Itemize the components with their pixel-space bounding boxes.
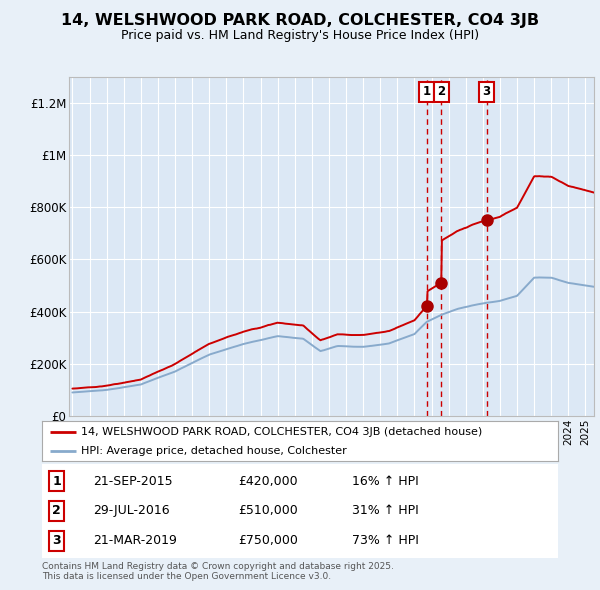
Text: 14, WELSHWOOD PARK ROAD, COLCHESTER, CO4 3JB: 14, WELSHWOOD PARK ROAD, COLCHESTER, CO4… [61, 13, 539, 28]
Text: 3: 3 [52, 535, 61, 548]
Text: £420,000: £420,000 [238, 474, 298, 487]
Text: 14, WELSHWOOD PARK ROAD, COLCHESTER, CO4 3JB (detached house): 14, WELSHWOOD PARK ROAD, COLCHESTER, CO4… [80, 427, 482, 437]
Text: 21-SEP-2015: 21-SEP-2015 [94, 474, 173, 487]
Text: 3: 3 [482, 86, 491, 99]
Text: £750,000: £750,000 [238, 535, 298, 548]
Text: Price paid vs. HM Land Registry's House Price Index (HPI): Price paid vs. HM Land Registry's House … [121, 30, 479, 42]
Text: 16% ↑ HPI: 16% ↑ HPI [352, 474, 418, 487]
Text: 2: 2 [52, 504, 61, 517]
Text: 73% ↑ HPI: 73% ↑ HPI [352, 535, 418, 548]
Text: HPI: Average price, detached house, Colchester: HPI: Average price, detached house, Colc… [80, 445, 346, 455]
Text: Contains HM Land Registry data © Crown copyright and database right 2025.
This d: Contains HM Land Registry data © Crown c… [42, 562, 394, 581]
Text: 29-JUL-2016: 29-JUL-2016 [94, 504, 170, 517]
Text: 1: 1 [52, 474, 61, 487]
Text: 1: 1 [422, 86, 431, 99]
Text: £510,000: £510,000 [238, 504, 298, 517]
Text: 2: 2 [437, 86, 445, 99]
Text: 21-MAR-2019: 21-MAR-2019 [94, 535, 178, 548]
Text: 31% ↑ HPI: 31% ↑ HPI [352, 504, 418, 517]
